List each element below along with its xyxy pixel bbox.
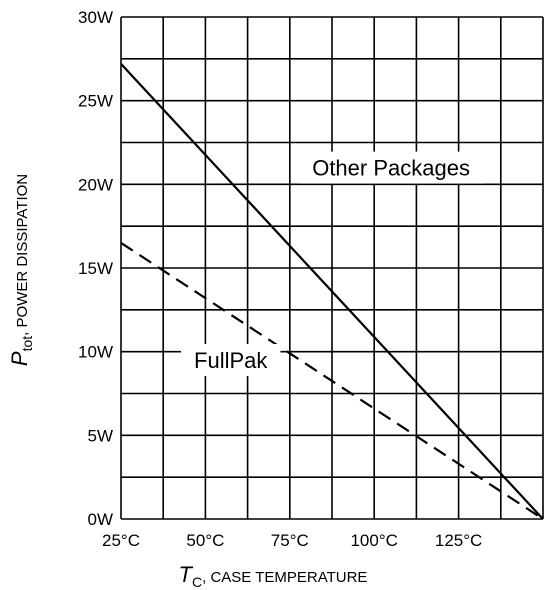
grid-lines	[120, 16, 544, 520]
annotation-background	[298, 151, 484, 184]
y-tick-label: 0W	[88, 510, 114, 529]
annotation-background	[181, 344, 281, 377]
x-tick-label: 25°C	[102, 531, 140, 550]
y-tick-label: 15W	[78, 259, 113, 278]
series-line-0	[120, 63, 544, 520]
x-tick-label: 100°C	[350, 531, 397, 550]
y-axis-subscript: tot	[19, 336, 35, 352]
y-tick-label: 5W	[88, 426, 114, 445]
annotation-0: Other Packages	[298, 151, 484, 184]
x-tick-labels: 25°C 50°C 75°C 100°C 125°C	[102, 531, 482, 550]
x-tick-label: 50°C	[186, 531, 224, 550]
y-tick-label: 20W	[78, 175, 113, 194]
x-tick-label: 125°C	[435, 531, 482, 550]
x-tick-label: 75°C	[271, 531, 309, 550]
annotation-label: Other Packages	[312, 156, 470, 181]
annotation-1: FullPak	[181, 344, 281, 377]
x-axis-subscript: C	[192, 574, 202, 590]
annotation-label: FullPak	[194, 348, 268, 373]
y-tick-label: 30W	[78, 8, 113, 27]
x-axis-label: TC, CASE TEMPERATURE	[179, 562, 368, 590]
y-axis-label: Ptot, POWER DISSIPATION	[7, 174, 35, 366]
y-tick-labels: 0W 5W 10W 15W 20W 25W 30W	[78, 8, 113, 529]
series-line-1	[120, 241, 544, 520]
x-axis-text: , CASE TEMPERATURE	[202, 569, 367, 586]
series-lines	[120, 63, 544, 520]
y-tick-label: 25W	[78, 92, 113, 111]
y-axis-symbol: P	[7, 351, 32, 366]
y-tick-label: 10W	[78, 343, 113, 362]
y-axis-text: , POWER DISSIPATION	[14, 174, 31, 336]
x-axis-symbol: T	[179, 562, 194, 587]
annotations: Other Packages FullPak	[181, 151, 484, 377]
